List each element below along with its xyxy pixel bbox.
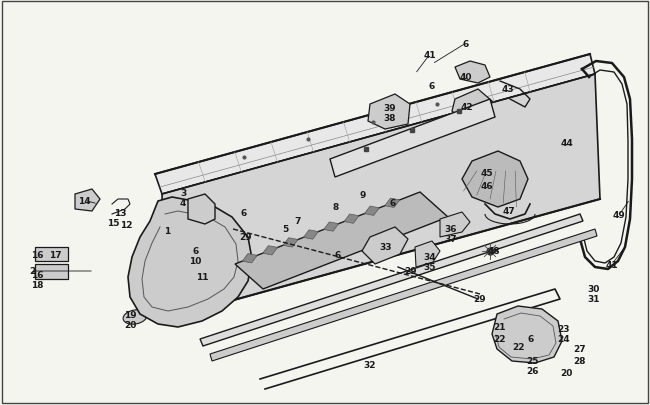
Polygon shape xyxy=(365,207,380,216)
Text: 41: 41 xyxy=(606,260,618,269)
Polygon shape xyxy=(440,213,470,237)
Polygon shape xyxy=(162,75,600,319)
Polygon shape xyxy=(492,306,562,363)
Text: 7: 7 xyxy=(295,217,301,226)
Polygon shape xyxy=(330,100,495,177)
Text: 48: 48 xyxy=(488,247,500,256)
Text: 18: 18 xyxy=(31,280,44,289)
Text: 20: 20 xyxy=(560,369,572,377)
Polygon shape xyxy=(455,62,490,84)
Polygon shape xyxy=(235,192,448,289)
Polygon shape xyxy=(155,55,595,194)
Polygon shape xyxy=(385,198,400,208)
Text: 39: 39 xyxy=(384,103,396,112)
Ellipse shape xyxy=(123,310,147,324)
Text: 29: 29 xyxy=(405,267,417,276)
Text: 30: 30 xyxy=(588,285,600,294)
Text: 31: 31 xyxy=(588,295,600,304)
Text: 6: 6 xyxy=(429,81,435,90)
Text: 29: 29 xyxy=(240,233,252,242)
Text: 6: 6 xyxy=(335,250,341,259)
Text: 35: 35 xyxy=(424,263,436,272)
Text: 14: 14 xyxy=(78,196,90,205)
Text: 2: 2 xyxy=(29,267,35,276)
Polygon shape xyxy=(200,215,583,346)
Text: 23: 23 xyxy=(558,324,570,333)
Text: 8: 8 xyxy=(333,203,339,212)
Text: 44: 44 xyxy=(560,138,573,147)
Text: 40: 40 xyxy=(460,72,473,81)
Text: 1: 1 xyxy=(164,227,170,236)
Text: 24: 24 xyxy=(558,334,570,343)
Polygon shape xyxy=(462,151,528,207)
Text: 3: 3 xyxy=(180,188,186,197)
Text: 6: 6 xyxy=(463,39,469,48)
Text: 38: 38 xyxy=(384,113,396,122)
Text: 36: 36 xyxy=(445,225,457,234)
Text: 27: 27 xyxy=(574,345,586,354)
Text: 22: 22 xyxy=(494,335,506,344)
Polygon shape xyxy=(128,198,252,327)
Text: 9: 9 xyxy=(360,190,366,199)
Polygon shape xyxy=(210,230,597,361)
Polygon shape xyxy=(324,222,339,232)
Text: 16: 16 xyxy=(31,250,44,259)
Polygon shape xyxy=(188,194,215,224)
Text: 28: 28 xyxy=(574,356,586,364)
Text: 41: 41 xyxy=(424,50,436,60)
Text: 6: 6 xyxy=(390,198,396,207)
Text: 6: 6 xyxy=(241,208,247,217)
Text: 20: 20 xyxy=(124,321,136,330)
Polygon shape xyxy=(368,95,410,130)
Polygon shape xyxy=(452,90,492,121)
Polygon shape xyxy=(362,228,408,264)
Text: 22: 22 xyxy=(513,343,525,352)
Text: 34: 34 xyxy=(424,253,436,262)
Polygon shape xyxy=(304,230,318,239)
Polygon shape xyxy=(35,247,68,261)
Text: 46: 46 xyxy=(481,181,493,190)
Text: 43: 43 xyxy=(502,84,514,93)
Text: 45: 45 xyxy=(481,168,493,177)
Text: 37: 37 xyxy=(445,235,458,244)
Text: 10: 10 xyxy=(188,256,202,265)
Text: 6: 6 xyxy=(193,247,199,256)
Polygon shape xyxy=(35,264,68,279)
Text: 19: 19 xyxy=(124,310,136,319)
Polygon shape xyxy=(283,238,298,247)
Polygon shape xyxy=(263,246,278,255)
Text: 32: 32 xyxy=(364,360,376,370)
Text: 6: 6 xyxy=(528,334,534,343)
Circle shape xyxy=(182,301,198,317)
Text: 47: 47 xyxy=(502,207,515,216)
Text: 42: 42 xyxy=(461,102,473,111)
Polygon shape xyxy=(344,215,359,224)
Text: 33: 33 xyxy=(380,243,392,252)
Text: 17: 17 xyxy=(49,250,61,259)
Text: 4: 4 xyxy=(180,198,186,207)
Text: 25: 25 xyxy=(526,357,539,366)
Text: 49: 49 xyxy=(612,211,625,220)
Text: 15: 15 xyxy=(107,219,119,228)
Polygon shape xyxy=(75,190,100,211)
Text: 16: 16 xyxy=(31,270,44,279)
Polygon shape xyxy=(415,241,440,267)
Polygon shape xyxy=(242,254,257,263)
Text: 21: 21 xyxy=(494,323,506,332)
Text: 29: 29 xyxy=(474,294,486,303)
Text: 11: 11 xyxy=(196,272,208,281)
Text: 26: 26 xyxy=(526,367,539,375)
Text: 12: 12 xyxy=(120,221,132,230)
Text: 13: 13 xyxy=(114,209,126,218)
Text: 5: 5 xyxy=(282,225,288,234)
